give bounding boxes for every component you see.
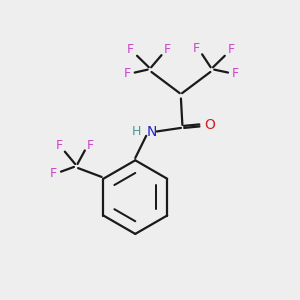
Text: F: F <box>87 139 94 152</box>
Text: N: N <box>146 125 157 139</box>
Text: F: F <box>56 139 62 152</box>
Text: H: H <box>131 125 141 138</box>
Text: F: F <box>232 67 239 80</box>
Text: F: F <box>124 67 130 80</box>
Text: F: F <box>127 44 134 56</box>
Text: F: F <box>164 44 171 56</box>
Text: F: F <box>228 44 235 56</box>
Text: F: F <box>50 167 57 181</box>
Text: O: O <box>204 118 215 132</box>
Text: F: F <box>193 42 200 55</box>
